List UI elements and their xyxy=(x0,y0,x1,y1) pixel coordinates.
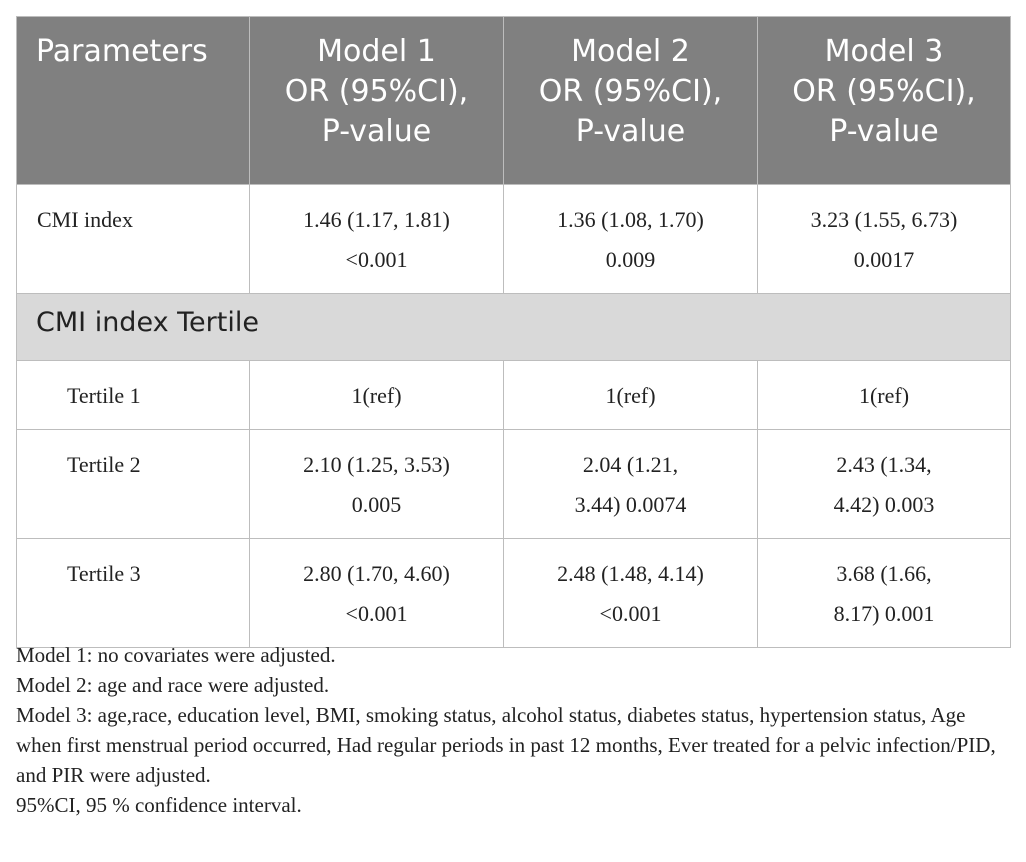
cell-p: <0.001 xyxy=(345,601,408,626)
table-footnotes: Model 1: no covariates were adjusted. Mo… xyxy=(16,640,1016,820)
row-label: Tertile 3 xyxy=(16,538,250,648)
table-cell: 2.43 (1.34, 4.42) 0.003 xyxy=(757,429,1011,539)
header-line: Model 3 xyxy=(824,34,944,69)
cell-p: 3.44) 0.0074 xyxy=(574,492,687,517)
header-line: Model 2 xyxy=(571,34,690,69)
table-cell: 1.36 (1.08, 1.70) 0.009 xyxy=(503,184,758,294)
header-parameters: Parameters xyxy=(16,16,250,185)
table-cell: 3.23 (1.55, 6.73) 0.0017 xyxy=(757,184,1011,294)
cell-or: 1(ref) xyxy=(605,383,656,408)
table-row-tertile-1: Tertile 1 1(ref) 1(ref) 1(ref) xyxy=(16,360,1011,430)
table-cell: 3.68 (1.66, 8.17) 0.001 xyxy=(757,538,1011,648)
header-line: OR (95%CI), xyxy=(284,74,469,109)
results-table: Parameters Model 1 OR (95%CI), P-value M… xyxy=(16,16,1011,648)
cell-p: 4.42) 0.003 xyxy=(833,492,935,517)
header-row: Parameters Model 1 OR (95%CI), P-value M… xyxy=(16,16,1011,185)
header-line: P-value xyxy=(321,114,432,149)
cell-p: 0.005 xyxy=(351,492,402,517)
table-cell: 1(ref) xyxy=(249,360,504,430)
footnote-model-3: Model 3: age,race, education level, BMI,… xyxy=(16,703,996,787)
header-line: Parameters xyxy=(36,34,208,69)
table-cell: 1(ref) xyxy=(503,360,758,430)
cell-or: 2.04 (1.21, xyxy=(582,452,679,477)
cell-or: 1(ref) xyxy=(351,383,402,408)
footnote-model-2: Model 2: age and race were adjusted. xyxy=(16,673,330,697)
cell-or: 2.48 (1.48, 4.14) xyxy=(557,561,704,586)
header-model-1: Model 1 OR (95%CI), P-value xyxy=(249,16,504,185)
footnote-model-1: Model 1: no covariates were adjusted. xyxy=(16,643,336,667)
cell-or: 1.46 (1.17, 1.81) xyxy=(303,207,450,232)
section-label: CMI index Tertile xyxy=(16,293,1011,361)
footnote-ci: 95%CI, 95 % confidence interval. xyxy=(16,793,302,817)
cell-p: 8.17) 0.001 xyxy=(833,601,935,626)
cell-or: 2.80 (1.70, 4.60) xyxy=(303,561,450,586)
row-label: Tertile 1 xyxy=(16,360,250,430)
cell-or: 1.36 (1.08, 1.70) xyxy=(557,207,704,232)
cell-or: 3.23 (1.55, 6.73) xyxy=(810,207,958,232)
header-model-3: Model 3 OR (95%CI), P-value xyxy=(757,16,1011,185)
table-cell: 2.80 (1.70, 4.60) <0.001 xyxy=(249,538,504,648)
header-line: OR (95%CI), xyxy=(792,74,976,109)
cell-p: <0.001 xyxy=(345,247,408,272)
header-line: Model 1 xyxy=(317,34,436,69)
table-cell: 2.10 (1.25, 3.53) 0.005 xyxy=(249,429,504,539)
header-line: OR (95%CI), xyxy=(538,74,723,109)
table-cell: 2.04 (1.21, 3.44) 0.0074 xyxy=(503,429,758,539)
cell-p: 0.009 xyxy=(605,247,656,272)
table-cell: 1(ref) xyxy=(757,360,1011,430)
table-row-tertile-3: Tertile 3 2.80 (1.70, 4.60) <0.001 2.48 … xyxy=(16,538,1011,648)
table-row-tertile-2: Tertile 2 2.10 (1.25, 3.53) 0.005 2.04 (… xyxy=(16,429,1011,539)
table-row-cmi-index: CMI index 1.46 (1.17, 1.81) <0.001 1.36 … xyxy=(16,184,1011,294)
cell-or: 3.68 (1.66, xyxy=(836,561,932,586)
section-row-tertile: CMI index Tertile xyxy=(16,293,1011,361)
header-line: P-value xyxy=(575,114,686,149)
header-model-2: Model 2 OR (95%CI), P-value xyxy=(503,16,758,185)
table-cell: 1.46 (1.17, 1.81) <0.001 xyxy=(249,184,504,294)
cell-or: 2.10 (1.25, 3.53) xyxy=(303,452,450,477)
row-label: Tertile 2 xyxy=(16,429,250,539)
cell-or: 1(ref) xyxy=(858,383,910,408)
header-line: P-value xyxy=(829,114,939,149)
results-table-container: Parameters Model 1 OR (95%CI), P-value M… xyxy=(16,16,1011,648)
table-cell: 2.48 (1.48, 4.14) <0.001 xyxy=(503,538,758,648)
cell-p: 0.0017 xyxy=(853,247,915,272)
row-label: CMI index xyxy=(16,184,250,294)
cell-or: 2.43 (1.34, xyxy=(836,452,932,477)
cell-p: <0.001 xyxy=(599,601,662,626)
